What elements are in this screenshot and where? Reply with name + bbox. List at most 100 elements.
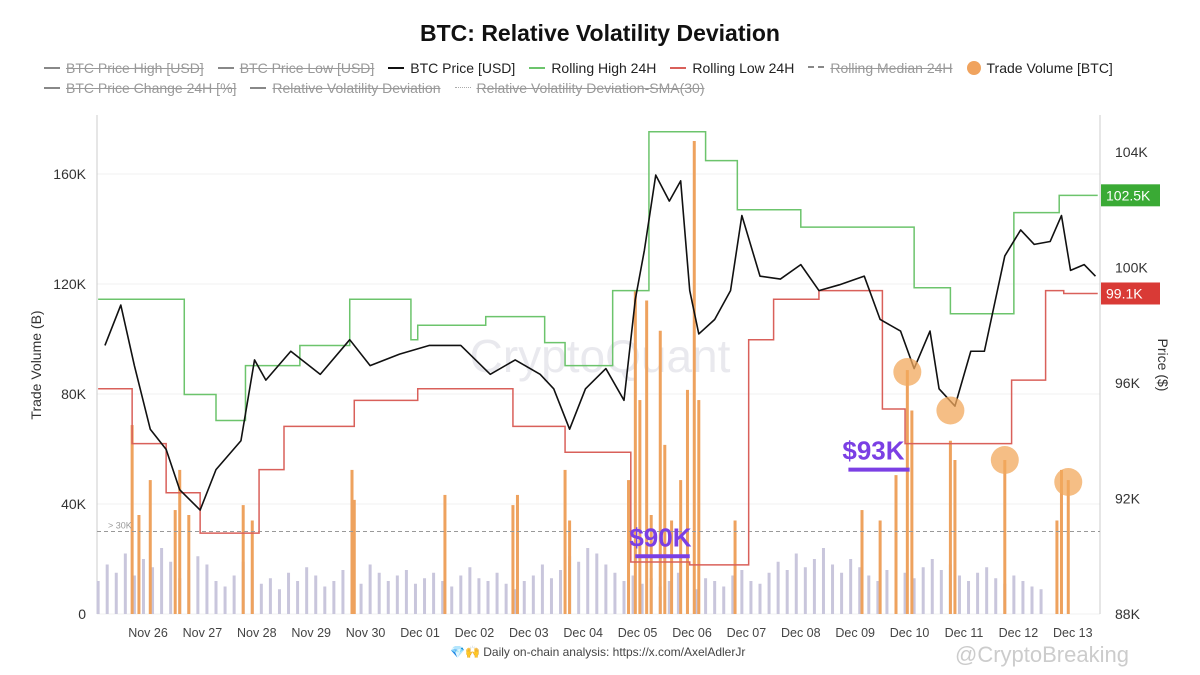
volume-bar bbox=[413, 583, 417, 614]
legend-item[interactable]: Rolling High 24H bbox=[529, 60, 656, 76]
legend-item[interactable]: Rolling Low 24H bbox=[670, 60, 794, 76]
rolling-high-value-tag-bg bbox=[1101, 184, 1160, 207]
volume-bar bbox=[314, 575, 318, 614]
volume-bar bbox=[377, 572, 381, 614]
legend-swatch bbox=[966, 61, 981, 75]
y-left-tick-label: 80K bbox=[61, 386, 87, 402]
volume-bar bbox=[332, 581, 336, 614]
y-left-tick-label: 40K bbox=[61, 496, 87, 512]
volume-bar bbox=[812, 559, 816, 614]
volume-spike-bar bbox=[633, 290, 637, 614]
rolling-low-value-tag-bg bbox=[1101, 282, 1160, 305]
volume-bar bbox=[432, 572, 436, 614]
volume-bar bbox=[704, 578, 708, 614]
volume-spike-bar bbox=[1066, 480, 1070, 614]
volume-bar bbox=[141, 559, 145, 614]
volume-spike-bar bbox=[563, 469, 567, 614]
volume-spike-bar bbox=[350, 469, 354, 614]
footer-link[interactable]: https://x.com/AxelAdlerJr bbox=[612, 645, 746, 659]
legend-row-2: BTC Price Change 24H [%] Relative Volatil… bbox=[44, 80, 704, 96]
y-right-axis-title: Price ($) bbox=[1155, 339, 1171, 392]
volume-bar bbox=[395, 575, 399, 614]
y-left-axis-title: Trade Volume (B) bbox=[28, 310, 44, 419]
volume-bar bbox=[967, 581, 971, 614]
volume-bar bbox=[930, 559, 934, 614]
volume-spike-bar bbox=[953, 460, 957, 614]
volume-bar bbox=[205, 564, 209, 614]
volume-bar bbox=[114, 572, 118, 614]
volume-spike-bar bbox=[1055, 520, 1059, 614]
y-right-tick-label: 104K bbox=[1115, 144, 1148, 160]
legend-swatch bbox=[529, 67, 546, 69]
legend-item[interactable]: BTC Price Change 24H [%] bbox=[44, 80, 236, 96]
volume-bar bbox=[386, 581, 390, 614]
volume-bar bbox=[214, 581, 218, 614]
volume-bar bbox=[794, 553, 798, 614]
legend-label: Rolling Median 24H bbox=[830, 60, 953, 76]
legend-item[interactable]: Rolling Median 24H bbox=[808, 60, 953, 76]
volume-bar bbox=[441, 581, 445, 614]
volume-spike-bar bbox=[173, 510, 177, 614]
volume-bar bbox=[622, 581, 626, 614]
legend-swatch bbox=[44, 67, 60, 69]
volume-spike-bar bbox=[568, 520, 572, 614]
volume-bar bbox=[885, 570, 889, 614]
legend-item[interactable]: BTC Price Low [USD] bbox=[217, 60, 374, 76]
volume-spike-bar bbox=[148, 480, 152, 614]
y-left-tick-label: 120K bbox=[53, 276, 86, 292]
legend-label: Rolling Low 24H bbox=[692, 60, 795, 76]
legend-label: BTC Price [USD] bbox=[410, 60, 516, 76]
legend-swatch bbox=[454, 86, 471, 90]
legend-item[interactable]: BTC Price High [USD] bbox=[44, 60, 204, 76]
volume-bar bbox=[957, 575, 961, 614]
legend-label: BTC Price Change 24H [%] bbox=[66, 80, 237, 96]
volume-bar bbox=[232, 575, 236, 614]
y-right-tick-label: 100K bbox=[1115, 260, 1148, 276]
legend-label: Relative Volatility Deviation bbox=[272, 80, 441, 96]
volume-bar bbox=[287, 572, 291, 614]
x-tick-label: Dec 10 bbox=[890, 626, 930, 640]
volume-bar bbox=[169, 561, 173, 614]
volume-bar bbox=[631, 575, 635, 614]
y-right-tick-label: 88K bbox=[1115, 606, 1141, 622]
highlight-circle bbox=[1054, 468, 1083, 496]
legend-item[interactable]: BTC Price [USD] bbox=[388, 60, 515, 76]
volume-bar bbox=[985, 567, 989, 614]
highlight-circle bbox=[893, 358, 922, 386]
volume-bar bbox=[123, 553, 127, 614]
x-tick-label: Nov 26 bbox=[128, 626, 168, 640]
volume-bar bbox=[867, 575, 871, 614]
volume-bar bbox=[640, 583, 644, 614]
x-tick-label: Dec 08 bbox=[781, 626, 821, 640]
volume-bar bbox=[803, 567, 807, 614]
legend-item[interactable]: Relative Volatility Deviation-SMA(30) bbox=[454, 80, 704, 96]
volume-bar bbox=[903, 572, 907, 614]
legend-label: Trade Volume [BTC] bbox=[986, 60, 1113, 76]
legend-item[interactable]: Relative Volatility Deviation bbox=[250, 80, 441, 96]
volume-bar bbox=[840, 572, 844, 614]
volume-bar bbox=[223, 586, 227, 614]
volume-bar bbox=[740, 570, 744, 614]
volume-spike-bar bbox=[443, 494, 447, 614]
volume-spike-bar bbox=[860, 510, 864, 614]
volume-bar bbox=[586, 548, 590, 614]
volume-bar bbox=[667, 581, 671, 614]
x-tick-label: Dec 03 bbox=[509, 626, 549, 640]
volume-bar bbox=[849, 559, 853, 614]
legend-item[interactable]: Trade Volume [BTC] bbox=[966, 60, 1113, 76]
volume-spike-bar bbox=[910, 410, 914, 614]
volume-spike-bar bbox=[137, 515, 141, 614]
volume-bar bbox=[776, 561, 780, 614]
volume-bar bbox=[450, 586, 454, 614]
price-level-label: $93K bbox=[842, 436, 904, 466]
volume-bar bbox=[821, 548, 825, 614]
volume-bar bbox=[695, 589, 699, 614]
volume-bar bbox=[341, 570, 345, 614]
volume-spike-bar bbox=[178, 469, 182, 614]
y-left-tick-label: 0 bbox=[78, 606, 86, 622]
volume-bar bbox=[540, 564, 544, 614]
volume-spike-bar bbox=[130, 425, 134, 614]
rolling-high-line bbox=[98, 131, 1098, 422]
x-tick-label: Dec 13 bbox=[1053, 626, 1093, 640]
